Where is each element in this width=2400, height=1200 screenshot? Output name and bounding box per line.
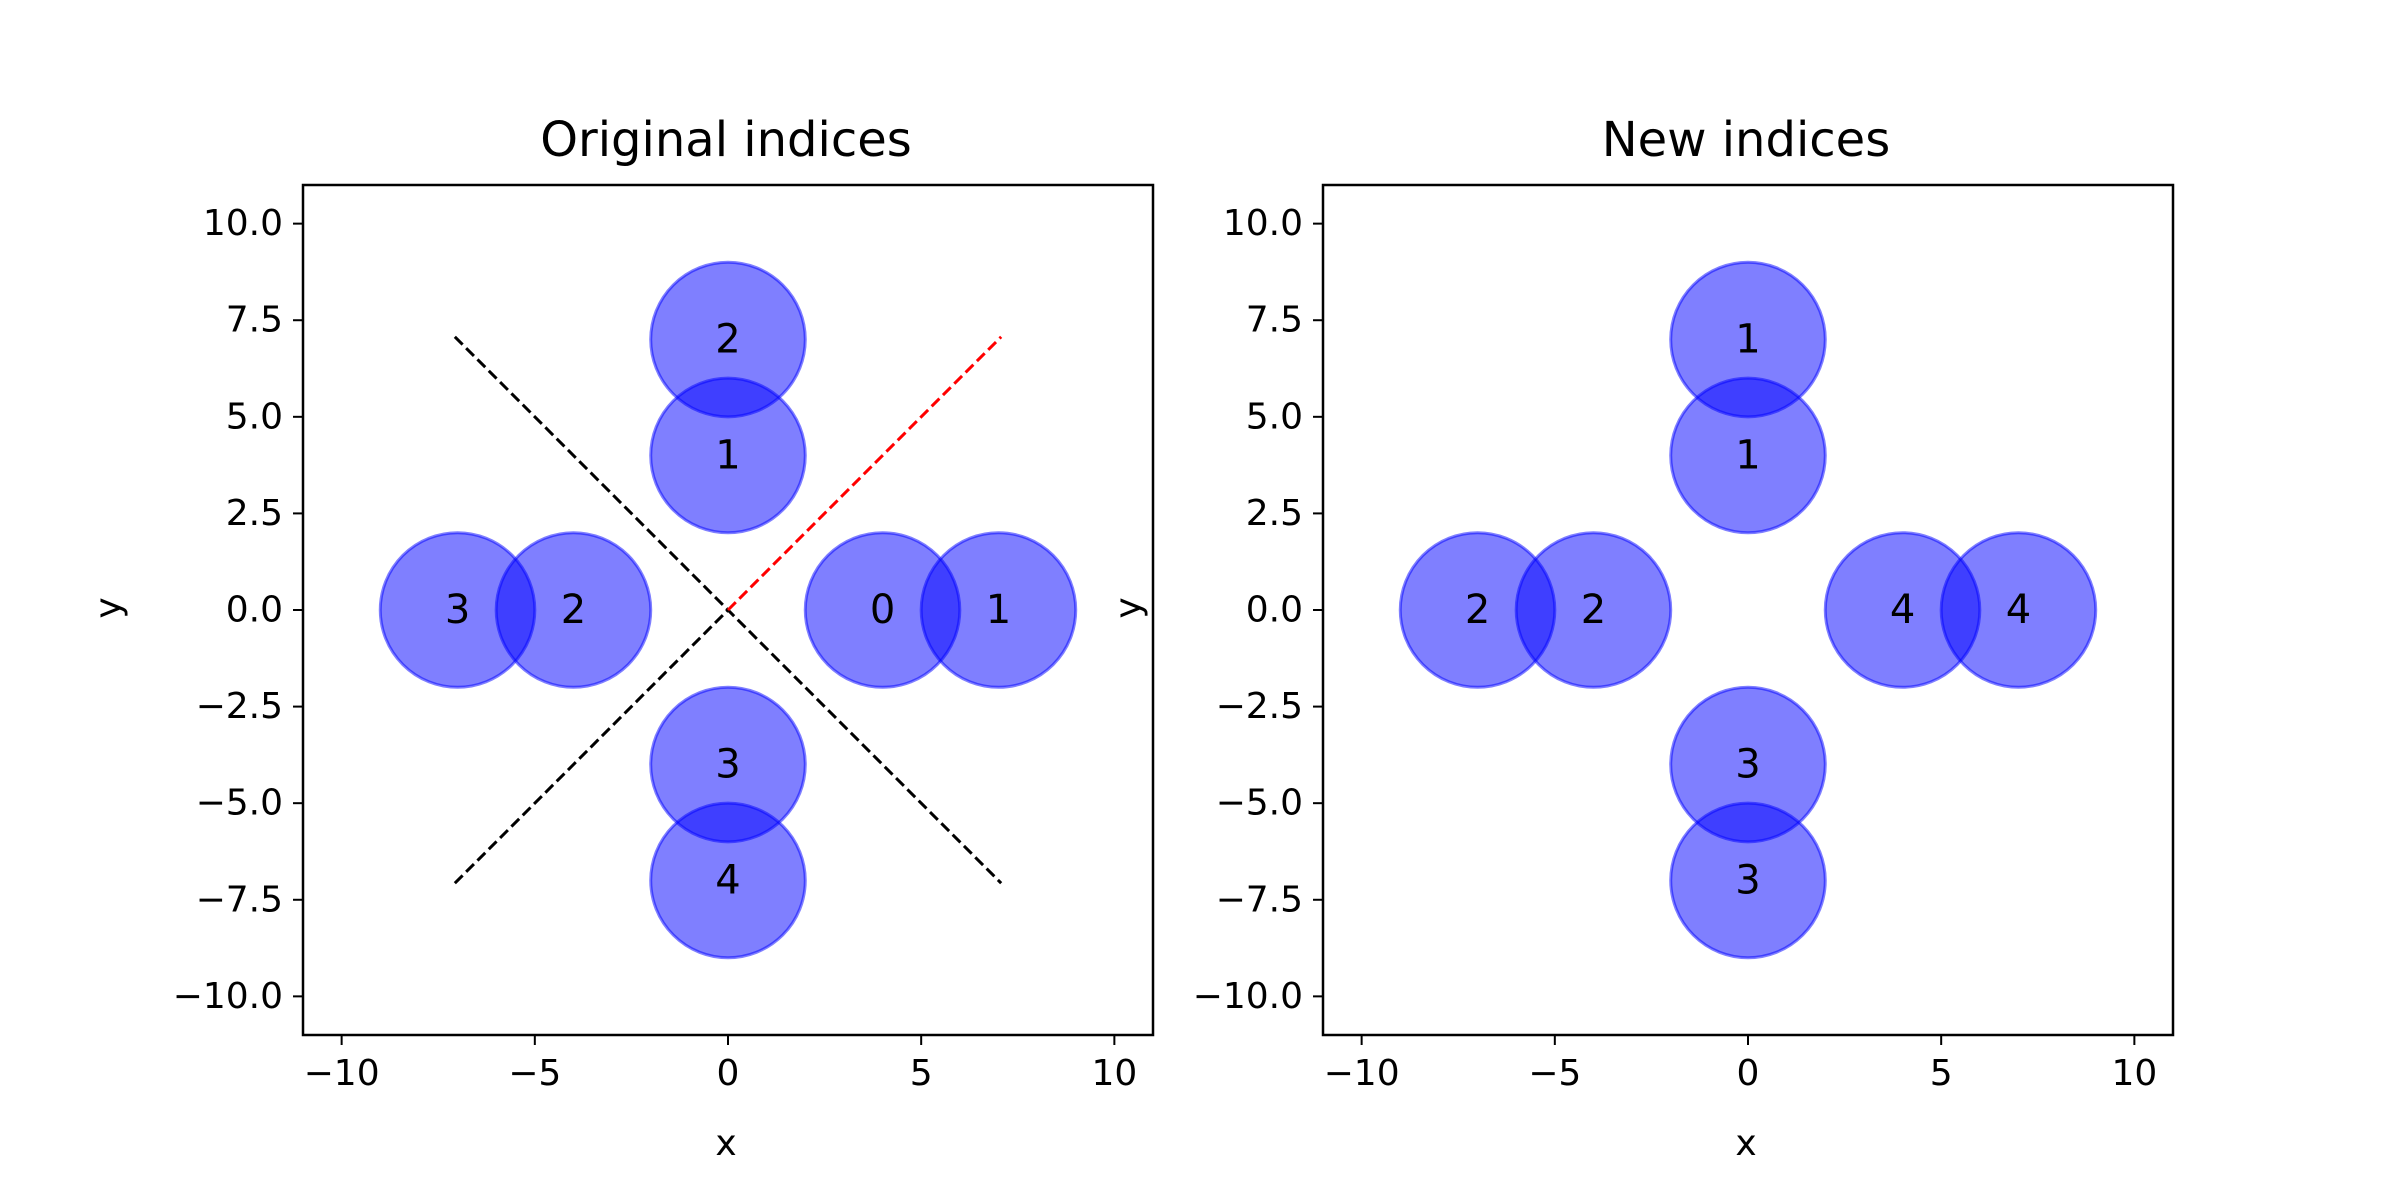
point-label-6: 3 [1735, 742, 1760, 788]
y-tick-label: −2.5 [1216, 686, 1303, 727]
point-label-5: 4 [2006, 587, 2031, 633]
circle-point-5 [1939, 531, 2098, 689]
x-tick-label: 10 [1091, 1053, 1137, 1094]
subplot-title: New indices [1602, 112, 1890, 168]
point-label-4: 0 [870, 587, 895, 633]
y-axis-label: y [88, 597, 129, 618]
point-label-5: 1 [986, 587, 1011, 633]
y-tick-label: 5.0 [1246, 396, 1303, 437]
y-tick-label: 7.5 [1246, 300, 1303, 341]
point-label-6: 3 [715, 742, 740, 788]
point-label-7: 3 [1735, 857, 1760, 903]
x-axis-label: x [1735, 1123, 1756, 1164]
circle-point-1 [649, 376, 807, 535]
point-label-2: 2 [1465, 587, 1490, 633]
circle-point-5 [919, 531, 1078, 689]
y-axis-label: y [1108, 597, 1149, 618]
x-tick-label: −10 [1324, 1053, 1400, 1094]
y-tick-label: −5.0 [1216, 783, 1303, 824]
circle-point-3 [494, 531, 653, 689]
point-label-2: 3 [445, 587, 470, 633]
x-axis-label: x [715, 1123, 736, 1164]
point-label-3: 2 [1581, 587, 1606, 633]
point-label-1: 1 [715, 432, 740, 478]
point-label-3: 2 [561, 587, 586, 633]
plot-area [1398, 260, 2098, 960]
y-tick-label: −5.0 [196, 783, 283, 824]
circle-point-7 [1669, 801, 1827, 960]
y-tick-label: 2.5 [226, 493, 283, 534]
y-tick-label: −10.0 [173, 976, 283, 1017]
x-tick-label: 10 [2111, 1053, 2157, 1094]
point-label-7: 4 [715, 857, 740, 903]
x-tick-label: 5 [910, 1053, 933, 1094]
subplot-title: Original indices [540, 112, 912, 168]
x-tick-label: −10 [304, 1053, 380, 1094]
y-tick-label: 0.0 [1246, 590, 1303, 631]
circle-point-7 [649, 801, 807, 960]
y-tick-label: 10.0 [1223, 203, 1303, 244]
dashed-line-2 [726, 335, 1003, 612]
x-tick-label: 0 [717, 1053, 740, 1094]
point-label-4: 4 [1890, 587, 1915, 633]
x-tick-label: 0 [1737, 1053, 1760, 1094]
y-tick-label: 2.5 [1246, 493, 1303, 534]
plot-area [378, 260, 1078, 960]
y-tick-label: −10.0 [1193, 976, 1303, 1017]
subplot-original-indices: Original indices x y 2 1 3 2 0 1 3 4 −10 −5 0 5 10 10… [88, 112, 1155, 1164]
x-tick-label: −5 [508, 1053, 561, 1094]
y-tick-label: −7.5 [1216, 879, 1303, 920]
subplot-new-indices: New indices x y 1 1 2 2 4 4 3 3 −10 −5 0 5 10 10.0 7.5… [1108, 112, 2175, 1164]
y-tick-label: −2.5 [196, 686, 283, 727]
circle-point-3 [1514, 531, 1673, 689]
dashed-line-1 [453, 608, 730, 885]
circle-point-1 [1669, 376, 1827, 535]
y-tick-label: 10.0 [203, 203, 283, 244]
y-tick-label: 7.5 [226, 300, 283, 341]
y-tick-label: 5.0 [226, 396, 283, 437]
x-tick-label: −5 [1528, 1053, 1581, 1094]
y-tick-label: −7.5 [196, 879, 283, 920]
y-tick-label: 0.0 [226, 590, 283, 631]
x-tick-label: 5 [1930, 1053, 1953, 1094]
point-label-1: 1 [1735, 432, 1760, 478]
point-label-0: 2 [715, 317, 740, 363]
point-label-0: 1 [1735, 317, 1760, 363]
